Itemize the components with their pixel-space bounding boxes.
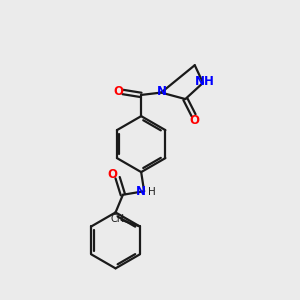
Text: N: N [157,85,167,98]
Text: O: O [189,114,199,127]
Text: CH₃: CH₃ [110,214,128,224]
Text: H: H [148,187,156,197]
Text: N: N [136,185,146,198]
Text: NH: NH [195,76,215,88]
Text: O: O [114,85,124,98]
Text: O: O [108,168,118,181]
